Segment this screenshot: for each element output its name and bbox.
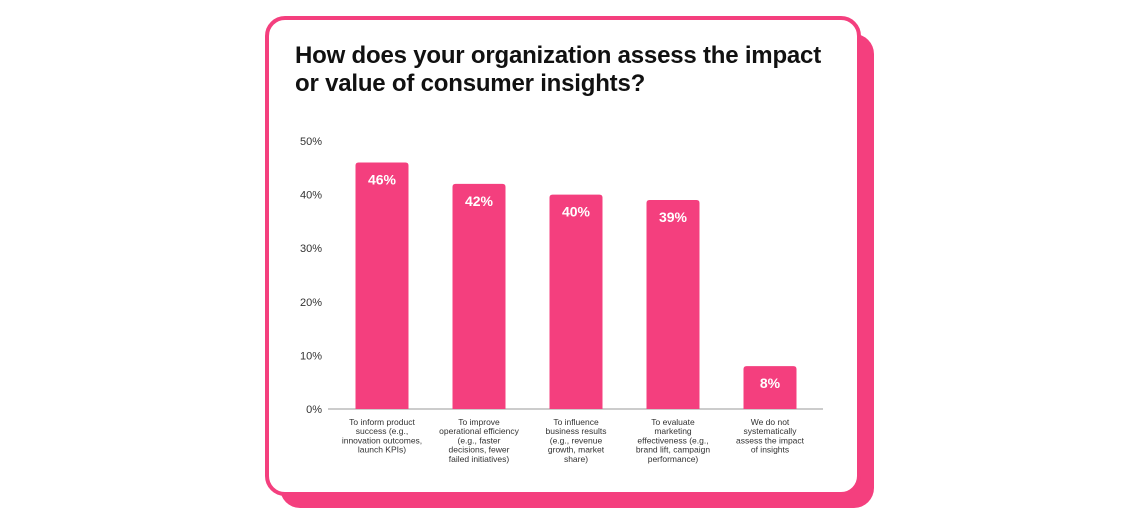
category-label: To improve operational efficiency (e.g., f… bbox=[439, 417, 519, 464]
y-tick-label: 50% bbox=[300, 136, 322, 148]
y-tick-label: 10% bbox=[300, 350, 322, 362]
bar bbox=[549, 194, 603, 409]
bar-value-label: 42% bbox=[465, 193, 494, 209]
category-label: To influence business results (e.g., reven… bbox=[546, 417, 607, 464]
bar-value-label: 46% bbox=[368, 171, 397, 187]
y-tick-label: 0% bbox=[306, 404, 322, 416]
chart-title: How does your organization assess the im… bbox=[295, 42, 821, 97]
bar-value-label: 39% bbox=[659, 209, 688, 225]
bar bbox=[743, 366, 797, 409]
category-label: To evaluate marketing effectiveness (e.g.,… bbox=[636, 417, 710, 464]
y-tick-label: 30% bbox=[300, 243, 322, 255]
bar bbox=[452, 183, 506, 409]
category-label: To inform product success (e.g., innovatio… bbox=[342, 417, 422, 455]
bar-value-label: 40% bbox=[562, 204, 591, 220]
y-tick-label: 20% bbox=[300, 297, 322, 309]
bar bbox=[646, 199, 700, 409]
bar-value-label: 8% bbox=[760, 375, 781, 391]
category-label: We do not systematically assess the impact… bbox=[736, 417, 805, 455]
bar bbox=[355, 162, 409, 409]
y-tick-label: 40% bbox=[300, 190, 322, 202]
